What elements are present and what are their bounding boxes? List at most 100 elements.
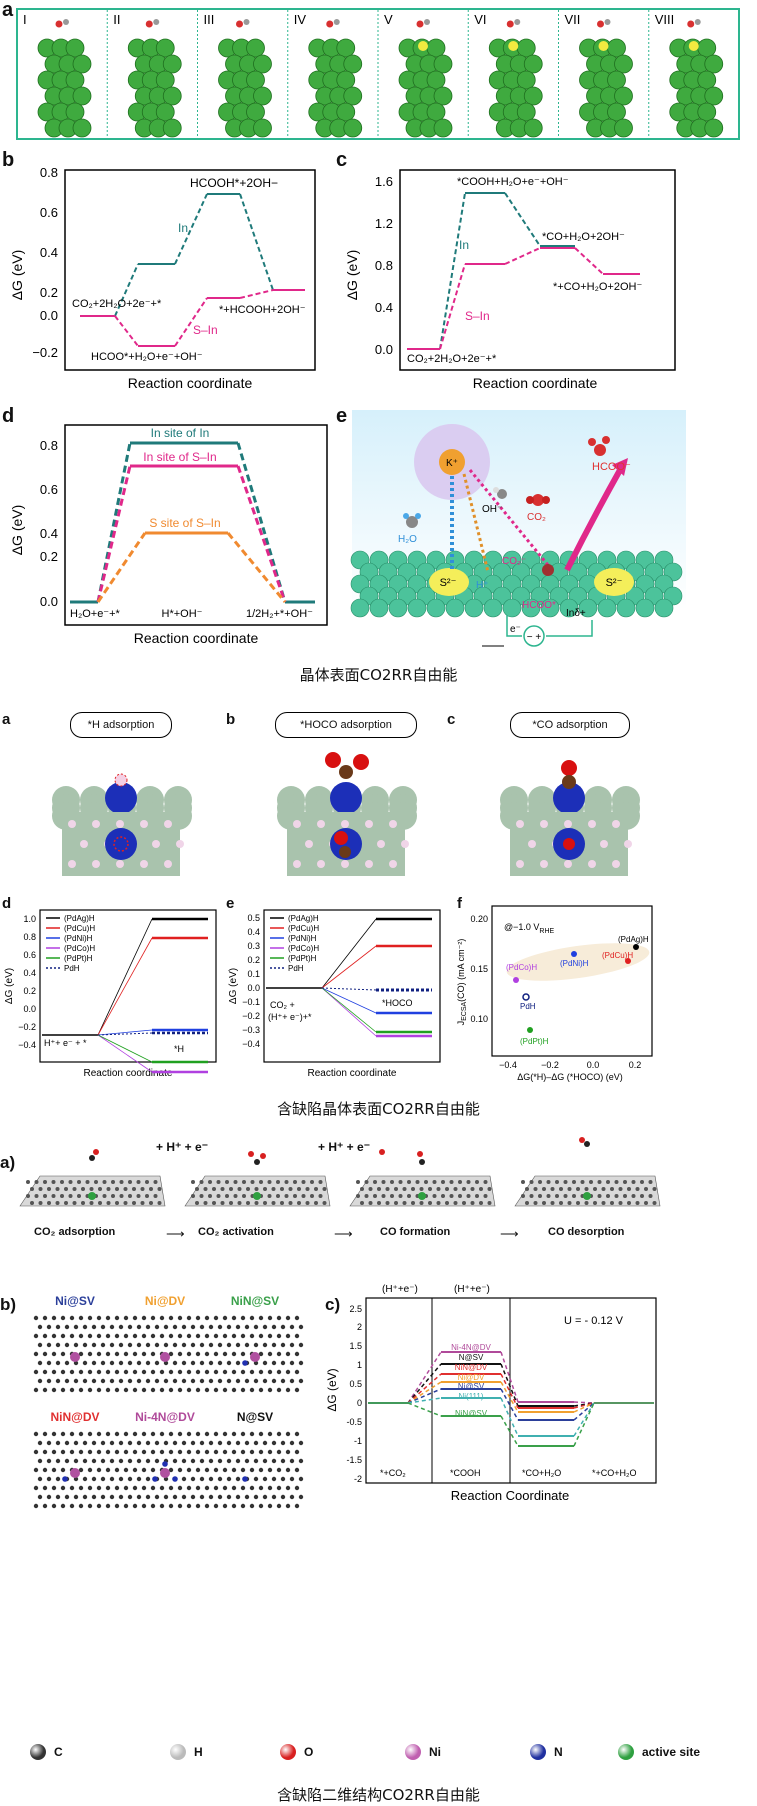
s2-label: S²⁻ [606,577,623,589]
annotation: *COOH+H₂O+e⁻+OH⁻ [457,176,569,188]
tick-label: 1.0 [23,914,36,924]
panel-label-2b: b [226,711,236,728]
tick-label: 0.1 [247,969,260,979]
point-label: (PdPt)H [520,1037,549,1046]
legend-entry: (PdNi)H [288,934,317,943]
annotation: 1/2H₂+*+OH⁻ [246,608,313,620]
state-label: *+CO+H₂O [592,1468,637,1478]
panel-numeral: VIII [655,12,675,27]
tick-label: 0.5 [349,1379,362,1389]
graphene-structure [213,1431,304,1509]
panel-label-2e: e [226,895,235,912]
annotation: *+HCOOH+2OH⁻ [219,304,306,316]
panel-label-2f: f [457,895,462,912]
y-axis-label: ΔG (eV) [344,250,360,301]
annotation: H⁺+ e⁻ + * [44,1038,87,1048]
fig3-panel-a-steps [19,1137,661,1207]
svg-text:− +: − + [527,632,542,643]
atom-legend-item: O [280,1744,313,1760]
tick-label: 1 [357,1360,362,1370]
arrow-icon: ⟶ [166,1226,185,1241]
tick-label: 0.6 [23,950,36,960]
k-ion-label: K⁺ [446,458,458,469]
state-label: *COOH [450,1468,481,1478]
series-label: S site of S–In [149,516,220,530]
co2-label: CO₂ [527,512,546,523]
panel-label-1b: b [2,149,15,171]
fig1-panel-c-chart: 1.6 1.2 0.8 0.4 0.0 ΔG (eV) Reaction coo… [344,169,676,391]
tick-label: −0.2 [32,345,58,360]
series-label: In site of S–In [143,450,216,464]
step-label: CO₂ adsorption [34,1226,116,1238]
structure-label: Ni-4N@DV [135,1410,195,1424]
x-axis-label: Reaction coordinate [84,1068,173,1079]
h2o-label: H₂O [398,534,417,545]
legend-entry: (PdAg)H [64,914,95,923]
tick-label: −0.4 [18,1040,36,1050]
structure-label: N@SV [236,1410,274,1424]
legend-entry: (PdCu)H [64,924,95,933]
legend-entry: (PdAg)H [288,914,319,923]
tick-label: 0.0 [23,1004,36,1014]
fig2-panel-e-chart: 0.5 0.4 0.3 0.2 0.1 0.0 −0.1 −0.2 −0.3 −… [228,909,441,1079]
atom-dot-icon [405,1744,421,1760]
molecular-model-hoco [277,752,417,876]
series-label: In site of In [151,426,210,440]
figure2-caption: 含缺陷晶体表面CO2RR自由能 [277,1100,480,1118]
x-axis-label: Reaction coordinate [134,630,259,646]
tick-label: −0.2 [541,1060,559,1070]
annotation: CO₂ + [270,1000,295,1010]
panel-label-1e: e [336,405,348,427]
series-label: In [459,238,469,252]
tick-label: −0.1 [242,997,260,1007]
y-axis-label: ΔG (eV) [4,968,15,1004]
graphene-structure [123,1431,214,1509]
tick-label: −0.2 [18,1022,36,1032]
tick-label: 1.2 [375,216,393,231]
step-label: CO₂ activation [198,1226,274,1238]
tick-label: -1.5 [346,1455,362,1465]
tick-label: 0.0 [40,308,58,323]
co-adsorption-title: *CO adsorption [510,712,630,738]
molecular-model-h [52,773,192,876]
tick-label: 0.4 [375,300,393,315]
panel-label-3a: a) [0,1153,16,1172]
u-annotation: U = - 0.12 V [564,1315,624,1327]
tick-label: -0.5 [346,1417,362,1427]
y-axis-label: ΔG (eV) [228,968,239,1004]
tick-label: 0.6 [40,482,58,497]
legend-entry: (PdCo)H [288,944,319,953]
legend-entry: PdH [288,964,304,973]
tick-label: 0.2 [23,986,36,996]
tick-label: -1 [354,1436,362,1446]
panel-label-1c: c [336,149,348,171]
fig2-panel-d-chart: 1.0 0.8 0.6 0.4 0.2 0.0 −0.2 −0.4 ΔG (eV… [4,909,217,1079]
tick-label: 0.5 [247,913,260,923]
series-label: Ni(111) [458,1392,483,1401]
point-label: (PdCo)H [506,963,537,972]
panel-numeral: II [113,12,120,27]
panel-numeral: III [204,12,215,27]
hcoo-product-label: HCOO⁻ [592,461,631,473]
tick-label: 0 [357,1398,362,1408]
hplus-label: H⁺ [476,580,489,591]
tick-label: 1.6 [375,174,393,189]
panel-numeral: VI [474,12,486,27]
fig1-panel-d-chart: 0.8 0.6 0.4 0.2 0.0 ΔG (eV) Reaction coo… [9,424,328,646]
tick-label: 0.0 [40,594,58,609]
panel-label-3b: b) [0,1295,17,1314]
atom-legend-item: N [530,1744,563,1760]
panel-numeral: IV [294,12,307,27]
atom-dot-icon [170,1744,186,1760]
atom-dot-icon [618,1744,634,1760]
atom-legend-item: Ni [405,1744,441,1760]
hcoo-ads-label: HCOO* [522,600,556,611]
tick-label: 0.8 [40,438,58,453]
legend-entry: (PdCo)H [64,944,95,953]
series-label: S–In [465,309,490,323]
graphene-structure [123,1315,214,1393]
series-label: Ni-4N@DV [451,1343,491,1352]
tick-label: −0.4 [499,1060,517,1070]
fig2-panel-f-chart: @−1.0 VRHE 0.20 0.15 0.10 −0.4 −0.2 0.0 … [456,905,653,1082]
panel-numeral: V [384,12,393,27]
